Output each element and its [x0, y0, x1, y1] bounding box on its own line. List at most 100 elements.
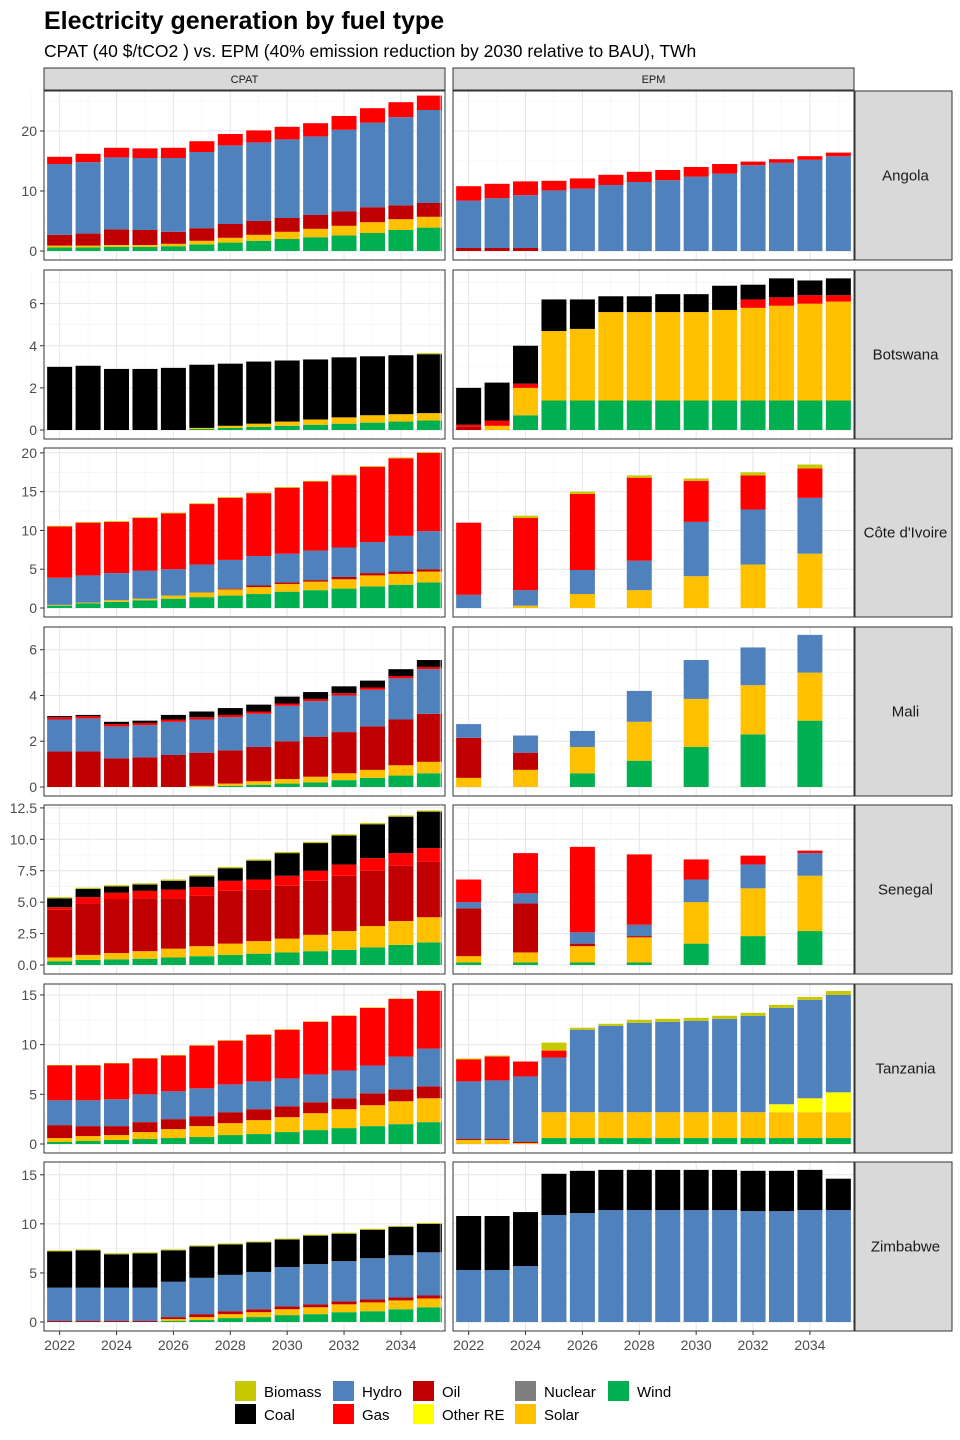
- bar-segment-gas: [484, 420, 510, 426]
- bar-segment-biomass: [160, 512, 186, 514]
- bar-segment-coal: [388, 816, 414, 854]
- bar-segment-biomass: [274, 487, 300, 488]
- y-tick-label: 7.5: [18, 863, 38, 879]
- bar-segment-wind: [683, 943, 709, 965]
- bar-segment-gas: [303, 123, 329, 137]
- bar-segment-hydro: [484, 198, 510, 248]
- bar-segment-solar: [655, 312, 681, 401]
- bar-segment-wind: [416, 582, 442, 608]
- bar-segment-solar: [541, 1112, 567, 1139]
- panel-zimbabwe-epm: 2022 2024 2026 2028 2030 2032 2034: [439, 1161, 855, 1353]
- bar-segment-hydro: [217, 1084, 243, 1113]
- bar-segment-solar: [104, 953, 130, 960]
- bar-segment-coal: [217, 708, 243, 715]
- bar-segment-wind: [132, 600, 158, 608]
- bar-segment-solar: [359, 222, 385, 233]
- bar-segment-wind: [217, 427, 243, 430]
- bar-segment-oil: [246, 1109, 272, 1121]
- bar-segment-coal: [825, 278, 851, 296]
- bar-segment-oil: [388, 719, 414, 766]
- bar-segment-coal: [303, 1235, 329, 1265]
- bar-segment-wind: [246, 953, 272, 965]
- bar-segment-biomass: [626, 1019, 652, 1023]
- x-tick-label: 2030: [681, 1337, 712, 1353]
- bar-segment-hydro: [274, 139, 300, 218]
- bar-segment-gas: [541, 1050, 567, 1058]
- bar-segment-solar: [569, 594, 595, 608]
- bar-segment-biomass: [217, 1243, 243, 1245]
- bar-segment-solar: [331, 417, 357, 424]
- bar-segment-solar: [797, 672, 823, 721]
- bar-segment-coal: [655, 1169, 681, 1211]
- bar-segment-solar: [388, 1300, 414, 1310]
- bar-segment-oil: [274, 582, 300, 584]
- bar-segment-oil: [75, 233, 101, 246]
- bar-segment-oil: [274, 885, 300, 939]
- bar-segment-oil: [303, 1304, 329, 1308]
- bar-segment-hydro: [416, 531, 442, 570]
- bar-segment-wind: [189, 956, 215, 965]
- bar-segment-solar: [189, 785, 215, 787]
- bar-segment-wind: [541, 1138, 567, 1144]
- bar-segment-wind: [189, 244, 215, 251]
- bar-segment-solar: [825, 301, 851, 401]
- bar-segment-wind: [160, 246, 186, 251]
- bar-segment-solar: [513, 769, 539, 787]
- bar-segment-hydro: [388, 117, 414, 206]
- bar-segment-hydro: [331, 1070, 357, 1099]
- bar-segment-gas: [160, 147, 186, 158]
- legend-item-biomass: Biomass: [235, 1381, 322, 1401]
- bar-segment-gas: [160, 1055, 186, 1092]
- bar-segment-gas: [626, 477, 652, 561]
- bar-segment-coal: [75, 1250, 101, 1288]
- bar-segment-wind: [359, 1311, 385, 1322]
- bar-segment-solar: [160, 948, 186, 958]
- bar-segment-hydro: [246, 713, 272, 747]
- legend-item-solar: Solar: [515, 1404, 579, 1424]
- bar-segment-biomass: [274, 1238, 300, 1240]
- bar-segment-biomass: [598, 1023, 624, 1026]
- bar-segment-gas: [456, 186, 482, 201]
- bar-segment-gas: [416, 848, 442, 862]
- bar-segment-gas: [75, 153, 101, 163]
- bar-segment-hydro: [569, 730, 595, 747]
- bar-segment-coal: [416, 660, 442, 667]
- bar-segment-gas: [132, 148, 158, 158]
- bar-segment-wind: [388, 584, 414, 608]
- bar-segment-wind: [274, 239, 300, 251]
- bar-segment-solar: [47, 957, 73, 962]
- bar-segment-wind: [740, 734, 766, 787]
- bar-segment-hydro: [626, 182, 652, 251]
- bar-segment-hydro: [388, 678, 414, 720]
- bar-segment-wind: [303, 1130, 329, 1144]
- bar-segment-solar: [626, 312, 652, 401]
- legend-swatch: [515, 1381, 536, 1401]
- bar-segment-hydro: [484, 1080, 510, 1140]
- legend-item-wind: Wind: [608, 1381, 671, 1401]
- y-tick-label: 5: [29, 561, 37, 577]
- bar-segment-hydro: [541, 1215, 567, 1322]
- bar-segment-hydro: [75, 1100, 101, 1127]
- bar-segment-coal: [388, 669, 414, 677]
- bar-segment-oil: [359, 1299, 385, 1303]
- bar-segment-wind: [388, 421, 414, 430]
- bar-segment-wind: [598, 400, 624, 430]
- bar-segment-biomass: [104, 521, 130, 522]
- bar-segment-hydro: [132, 570, 158, 599]
- bar-segment-hydro: [513, 893, 539, 904]
- bar-segment-biomass: [416, 452, 442, 453]
- bar-segment-hydro: [160, 721, 186, 755]
- bar-segment-hydro: [456, 200, 482, 248]
- bar-segment-solar: [359, 415, 385, 423]
- bar-segment-wind: [331, 780, 357, 787]
- bar-segment-oil: [104, 1126, 130, 1136]
- bar-segment-gas: [104, 724, 130, 727]
- bar-segment-solar: [47, 245, 73, 248]
- bar-segment-solar: [569, 946, 595, 963]
- bar-segment-hydro: [47, 1287, 73, 1322]
- y-tick-label: 10: [21, 1037, 37, 1053]
- bar-segment-wind: [712, 1138, 738, 1144]
- bar-segment-hydro: [626, 924, 652, 937]
- bar-segment-solar: [274, 231, 300, 239]
- panel-c-te-d-ivoire-cpat: 0 5 10 15 20: [21, 445, 446, 618]
